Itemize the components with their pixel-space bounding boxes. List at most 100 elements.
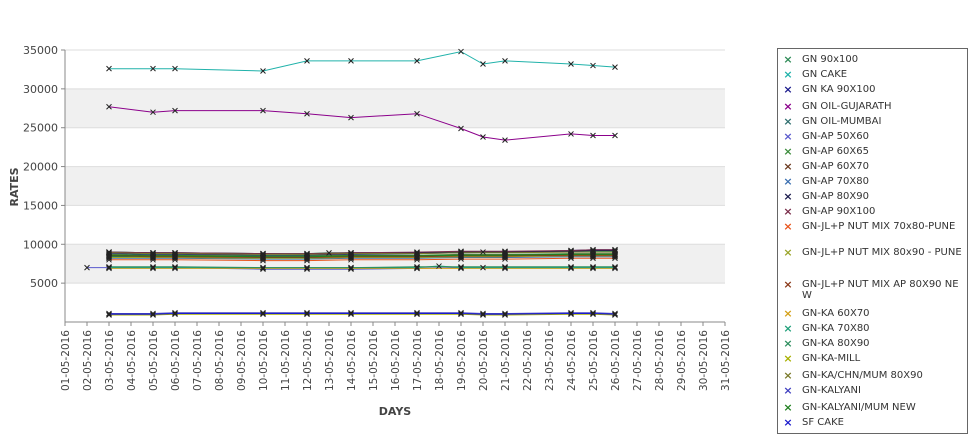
data-point <box>414 255 420 262</box>
legend-marker-icon: × <box>783 220 793 233</box>
data-point <box>480 249 486 255</box>
legend-marker-icon: × <box>783 246 793 259</box>
x-tick-label: 27-05-2016 <box>632 330 644 391</box>
x-tick-label: 14-05-2016 <box>346 330 358 391</box>
data-point <box>172 311 178 318</box>
data-point <box>458 249 464 256</box>
data-point <box>172 264 178 271</box>
data-point <box>480 61 486 67</box>
data-point <box>304 58 310 64</box>
x-tick-label: 20-05-2016 <box>478 330 490 391</box>
data-point <box>172 310 178 317</box>
x-tick-label: 08-05-2016 <box>214 330 226 391</box>
y-tick-label: 30000 <box>23 83 58 96</box>
y-tick-label: 25000 <box>23 122 58 135</box>
data-point <box>150 310 156 317</box>
axes <box>61 49 726 326</box>
data-point <box>458 252 464 259</box>
y-axis-label: RATES <box>8 167 21 206</box>
data-point <box>458 309 464 316</box>
data-point <box>590 265 596 272</box>
data-point <box>172 250 178 257</box>
legend-label: GN-AP 80X90 <box>802 191 869 202</box>
data-point <box>590 251 596 258</box>
legend-marker-icon: × <box>783 53 793 66</box>
data-point <box>414 110 420 117</box>
data-point <box>568 131 574 137</box>
data-point <box>260 68 266 74</box>
data-point <box>502 310 508 317</box>
legend-marker-icon: × <box>783 83 793 96</box>
data-point <box>458 264 464 271</box>
data-point <box>304 310 310 317</box>
legend-marker-icon: × <box>783 190 793 203</box>
x-tick-label: 06-05-2016 <box>170 330 182 391</box>
x-tick-label: 12-05-2016 <box>302 330 314 391</box>
data-point <box>260 265 266 272</box>
data-point <box>612 64 618 70</box>
data-point <box>106 265 112 272</box>
x-axis-label: DAYS <box>379 405 412 418</box>
data-point <box>260 264 266 271</box>
data-point <box>348 250 354 257</box>
data-point <box>172 253 178 259</box>
data-point <box>348 264 354 271</box>
data-point <box>612 263 618 270</box>
data-point <box>260 266 266 273</box>
legend-label: GN-JL+P NUT MIX 70x80-PUNE <box>802 221 956 232</box>
series-line <box>109 256 615 260</box>
x-tick-label: 13-05-2016 <box>324 330 336 391</box>
legend-label: GN-JL+P NUT MIX AP 80X90 NEW <box>802 279 959 301</box>
x-tick-label: 18-05-2016 <box>434 330 446 391</box>
data-point <box>612 264 618 271</box>
series-line <box>109 51 616 72</box>
legend-label: GN OIL-MUMBAI <box>802 116 882 127</box>
x-tick-label: 31-05-2016 <box>720 330 732 391</box>
data-point <box>414 311 420 318</box>
data-point <box>304 256 310 262</box>
legend-label: GN 90x100 <box>802 54 859 65</box>
data-point <box>480 312 486 318</box>
data-point <box>568 309 574 316</box>
series-line <box>109 257 615 262</box>
data-point <box>568 251 574 258</box>
x-tick-labels: 01-05-2016 02-05-2016 03-05-2016 04-05-2016… <box>60 330 732 391</box>
legend-marker-icon: × <box>783 416 793 429</box>
data-point <box>106 312 112 318</box>
data-point <box>172 263 178 270</box>
legend-marker-icon: × <box>783 384 793 397</box>
data-point <box>458 265 464 272</box>
data-point <box>502 311 508 318</box>
legend-marker-icon: × <box>783 130 793 143</box>
data-point <box>348 255 354 262</box>
data-point <box>106 264 112 271</box>
data-point <box>348 309 354 316</box>
x-tick-label: 22-05-2016 <box>522 330 534 391</box>
legend-label: GN KA 90X100 <box>802 84 876 95</box>
data-point <box>590 62 596 69</box>
data-point <box>106 103 112 110</box>
data-point <box>590 309 596 316</box>
legend-label: GN-KALYANI/MUM NEW <box>802 402 916 413</box>
data-point <box>150 109 156 116</box>
data-point <box>502 137 508 144</box>
data-point <box>326 249 332 256</box>
data-point <box>106 310 112 317</box>
data-point <box>458 125 464 132</box>
data-point <box>480 264 486 271</box>
data-point <box>480 311 486 318</box>
legend-marker-icon: × <box>783 352 793 365</box>
legend-label: GN-AP 90X100 <box>802 206 876 217</box>
data-point <box>458 48 464 55</box>
x-tick-label: 05-05-2016 <box>148 330 160 391</box>
x-tick-label: 16-05-2016 <box>390 330 402 391</box>
data-point <box>568 263 574 270</box>
legend-marker-icon: × <box>783 322 793 335</box>
data-point <box>612 311 618 318</box>
data-point <box>458 254 464 261</box>
data-point <box>150 264 156 271</box>
data-point <box>150 255 156 262</box>
data-point <box>502 58 508 64</box>
data-point <box>612 310 618 317</box>
data-point <box>590 249 596 255</box>
